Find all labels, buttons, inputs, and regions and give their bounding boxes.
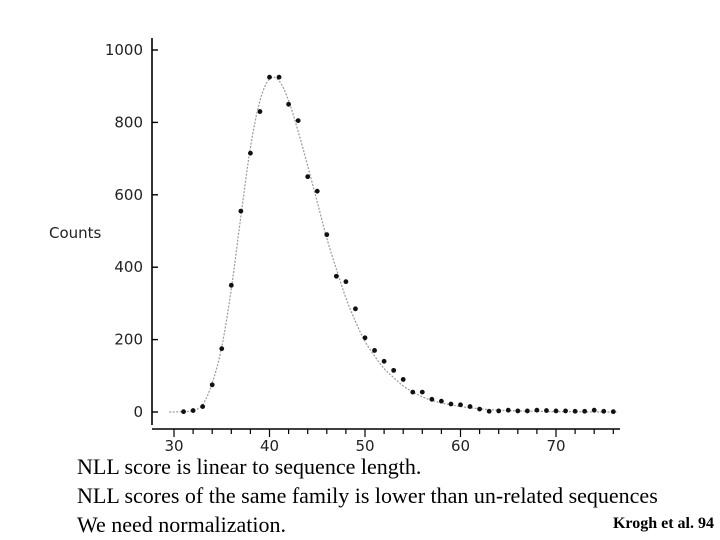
data-point [563,408,568,414]
x-tick-label: 70 [546,437,565,455]
data-point [381,358,387,364]
data-point [324,232,330,238]
data-point [534,407,540,413]
data-point [448,401,454,407]
data-point [610,409,616,415]
data-point [353,306,358,312]
data-point [544,408,549,413]
y-tick-label: 0 [133,403,143,421]
fit-curve [169,76,619,413]
y-tick-label: 400 [114,258,143,276]
y-tick-label: 800 [114,113,143,131]
data-point [505,407,511,413]
data-point [238,208,244,214]
data-point [248,150,253,156]
data-point [314,188,320,194]
histogram-chart: Counts 0 200 400 600 800 1000 30 40 50 60 70 [49,38,620,455]
data-point [200,404,206,409]
data-point [496,408,502,414]
data-point [257,109,263,114]
data-point [305,174,311,180]
data-point [362,335,368,341]
data-point [343,279,349,285]
data-point [515,408,521,414]
data-point [524,408,530,414]
caption-line-2: NLL scores of the same family is lower t… [77,483,658,508]
y-tick-label: 1000 [105,41,143,59]
caption: NLL score is linear to sequence length. … [77,452,658,539]
data-point [429,396,435,402]
data-point [458,402,463,408]
data-point [276,74,282,80]
data-point [591,407,597,413]
data-point [601,408,607,414]
data-point [410,389,416,395]
y-tick-label: 200 [114,331,143,349]
y-axis-label: Counts [49,224,102,242]
data-point [209,382,215,388]
data-point [582,408,588,414]
x-tick-label: 30 [164,437,183,455]
data-point [553,408,559,414]
data-point [419,389,425,395]
x-tick-label: 50 [355,437,374,455]
data-point [477,406,482,412]
caption-line-3: We need normalization. [77,512,286,537]
data-point [228,282,234,288]
data-point [267,74,272,80]
citation: Krogh et al. 94 [612,515,714,532]
data-point [190,408,196,413]
caption-line-1: NLL score is linear to sequence length. [77,454,422,479]
data-point [333,273,339,279]
x-tick-label: 60 [451,437,470,455]
x-tick-label: 40 [260,437,279,455]
data-point [439,398,444,404]
data-point [286,101,291,107]
data-point [486,408,492,414]
data-point [295,118,301,123]
x-ticks: 30 40 50 60 70 [164,429,614,455]
data-points [181,74,616,415]
data-point [572,408,578,414]
data-point [467,404,473,409]
y-tick-label: 600 [114,186,143,204]
data-point [219,346,225,352]
data-point [181,409,186,415]
data-point [391,367,397,373]
data-point [400,377,406,382]
data-point [372,348,377,353]
y-ticks: 0 200 400 600 800 1000 [105,41,158,421]
